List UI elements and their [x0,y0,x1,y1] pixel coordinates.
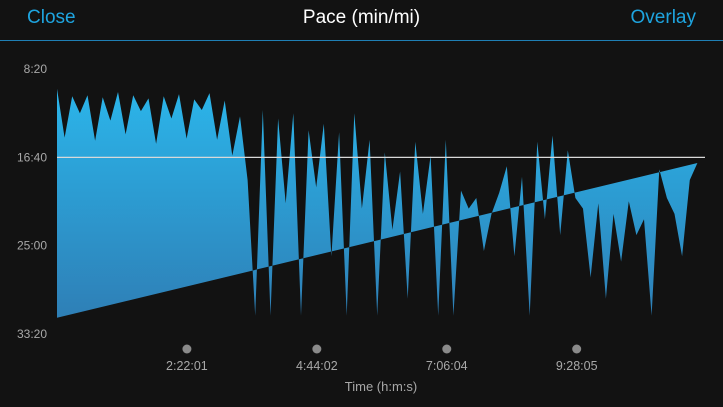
pace-chart[interactable]: 8:20 16:40 25:00 33:20 2:22:01 4:44:02 7:06:0… [0,41,723,407]
x-tick-dot [312,344,322,354]
x-tick-dot [572,344,582,354]
close-button[interactable]: Close [27,7,76,28]
y-tick-label: 8:20 [24,62,48,76]
x-tick-label: 2:22:01 [166,359,208,373]
y-tick-label: 16:40 [17,150,47,164]
x-tick-label: 7:06:04 [426,359,468,373]
x-tick-dot [442,344,452,354]
y-tick-label: 25:00 [17,239,47,253]
pace-area [57,88,698,318]
x-tick-label: 9:28:05 [556,359,598,373]
x-tick-label: 4:44:02 [296,359,338,373]
top-bar: Close Pace (min/mi) Overlay [0,0,723,41]
page-title: Pace (min/mi) [302,7,421,28]
overlay-button[interactable]: Overlay [630,7,696,28]
x-tick-dot [182,344,192,354]
x-axis-label: Time (h:m:s) [345,379,417,394]
y-tick-label: 33:20 [17,327,47,341]
